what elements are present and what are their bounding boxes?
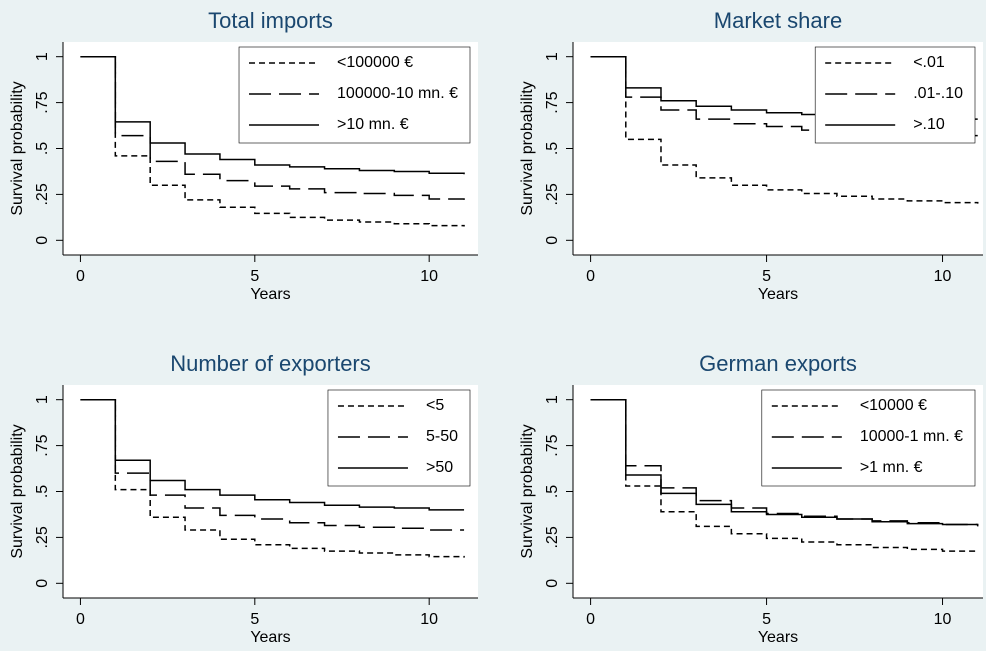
x-tick-label: 0 (586, 611, 595, 628)
y-tick-label: .5 (34, 485, 51, 498)
y-tick-label: 0 (34, 236, 51, 245)
y-tick-label: .75 (34, 91, 51, 113)
chart-title: Market share (714, 8, 842, 33)
legend-box (814, 46, 976, 144)
y-axis-label: Survival probability (519, 424, 536, 558)
x-tick-label: 5 (762, 611, 771, 628)
x-axis-label: Years (250, 629, 290, 646)
x-tick-label: 5 (762, 268, 771, 285)
survival-line (80, 55, 465, 227)
survival-line (590, 398, 978, 552)
x-tick-label: 0 (76, 268, 85, 285)
legend: <100000 € 100000-10 mn. € >10 mn. € (238, 46, 471, 144)
x-tick-label: 0 (586, 268, 595, 285)
legend: <.01 .01-.10 >.10 (814, 46, 976, 144)
x-tick-label: 0 (76, 611, 85, 628)
y-tick-label: .25 (544, 183, 561, 205)
x-tick-label: 5 (250, 268, 259, 285)
legend-label: .01-.10 (913, 85, 963, 102)
legend-label: 10000-1 mn. € (860, 428, 963, 445)
legend-label: 5-50 (426, 428, 458, 445)
y-tick-label: .25 (34, 526, 51, 548)
y-tick-label: .75 (544, 91, 561, 113)
x-tick-label: 10 (934, 268, 952, 285)
y-tick-label: 0 (34, 579, 51, 588)
chart-title: Total imports (208, 8, 333, 33)
y-tick-label: 0 (544, 579, 561, 588)
legend-label: >1 mn. € (860, 459, 923, 476)
x-axis-label: Years (758, 629, 798, 646)
x-tick-label: 10 (420, 268, 438, 285)
survival-line (80, 55, 465, 175)
y-tick-label: 1 (544, 52, 561, 61)
survival-line (590, 398, 978, 526)
y-tick-label: 0 (544, 236, 561, 245)
legend-label: <5 (426, 397, 444, 414)
survival-line (80, 55, 465, 200)
legend-label: >10 mn. € (337, 116, 409, 133)
chart-title: Number of exporters (170, 351, 371, 376)
y-tick-label: .25 (34, 183, 51, 205)
y-tick-label: .25 (544, 526, 561, 548)
y-tick-label: 1 (544, 395, 561, 404)
legend-label: >50 (426, 459, 453, 476)
y-tick-label: .75 (544, 434, 561, 456)
survival-line (80, 398, 465, 558)
legend-label: <100000 € (337, 54, 413, 71)
y-tick-label: .75 (34, 434, 51, 456)
survival-line (590, 55, 979, 204)
y-tick-label: 1 (34, 52, 51, 61)
survival-line (80, 398, 465, 511)
legend-label: >.10 (913, 116, 945, 133)
x-tick-label: 5 (250, 611, 259, 628)
legend: <5 5-50 >50 (327, 389, 471, 487)
y-tick-label: 1 (34, 395, 51, 404)
x-axis-label: Years (250, 286, 290, 303)
x-tick-label: 10 (934, 611, 952, 628)
legend: <10000 € 10000-1 mn. € >1 mn. € (761, 389, 976, 487)
chart-title: German exports (699, 351, 857, 376)
legend-label: <.01 (913, 54, 945, 71)
survival-line (80, 398, 465, 531)
x-tick-label: 10 (420, 611, 438, 628)
y-tick-label: .5 (544, 485, 561, 498)
y-tick-label: .5 (34, 142, 51, 155)
y-axis-label: Survival probability (519, 81, 536, 215)
y-axis-label: Survival probability (9, 81, 26, 215)
legend-box (238, 46, 471, 144)
x-axis-label: Years (758, 286, 798, 303)
legend-label: <10000 € (860, 397, 927, 414)
y-axis-label: Survival probability (9, 424, 26, 558)
legend-label: 100000-10 mn. € (337, 85, 458, 102)
y-tick-label: .5 (544, 142, 561, 155)
